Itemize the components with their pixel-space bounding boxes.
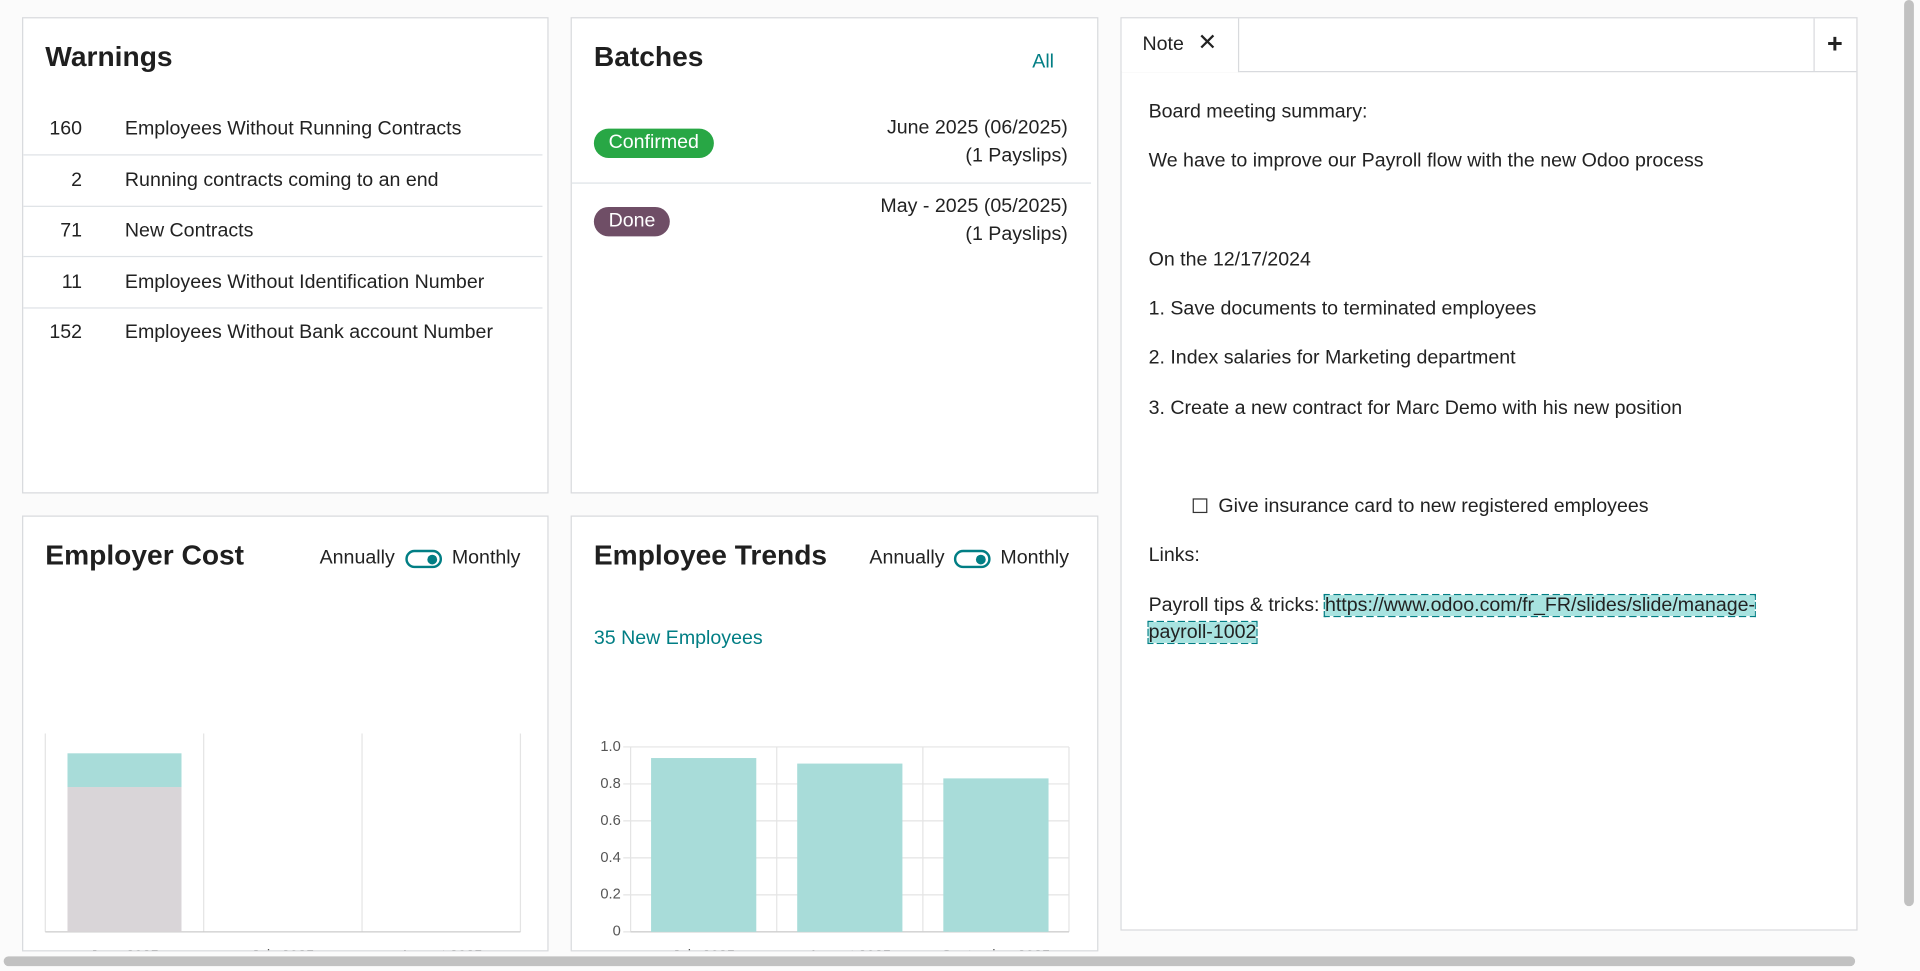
employee-trends-card: Employee Trends Annually Monthly 35 New … [570, 515, 1099, 952]
status-badge: Confirmed [593, 128, 714, 158]
note-line: Board meeting summary: [1148, 101, 1368, 123]
card-title: Warnings [45, 40, 173, 73]
chart: June 2025 July 2025 August 2025 [44, 733, 522, 951]
warning-count: 2 [71, 169, 83, 191]
summary[interactable]: 35 New Employees [593, 628, 763, 649]
links-label: Links: [1148, 544, 1200, 566]
toggle-switch[interactable] [405, 549, 443, 569]
x-tick-label: August 2025 [400, 948, 482, 951]
all-link[interactable]: All [1032, 51, 1055, 73]
toggle-annually[interactable]: Annually [869, 547, 945, 569]
bar [651, 758, 757, 932]
x-tick-label: September 2025 [942, 948, 1051, 951]
batch-name: May - 2025 (05/2025) [880, 195, 1068, 217]
y-tick-label: 1.0 [600, 739, 620, 755]
batch-payslips: (1 Payslips) [965, 224, 1068, 245]
separator [23, 154, 543, 156]
add-tab[interactable]: + [1826, 28, 1843, 59]
y-tick-label: 0.8 [600, 776, 620, 792]
link-paragraph: Payroll tips & tricks: https://www.odoo.… [1147, 593, 1761, 647]
link-prefix: Payroll tips & tricks: [1148, 595, 1320, 616]
batches-card: Batches All Confirmed June 2025 (06/2025)… [570, 17, 1099, 494]
toggle-monthly[interactable]: Monthly [1000, 547, 1070, 569]
warning-count: 11 [61, 271, 83, 293]
batch-payslips: (1 Payslips) [965, 145, 1068, 167]
batch-name: June 2025 (06/2025) [886, 117, 1068, 139]
note-tab[interactable]: Note ✕ [1121, 18, 1240, 73]
tab-bar [1121, 71, 1857, 73]
chart-title: Employee Trends [593, 538, 828, 571]
bar-segment [67, 787, 182, 932]
note-line: 3. Create a new contract for Marc Demo w… [1148, 397, 1683, 419]
warnings-card: Warnings 160 Employees Without Running Co… [22, 17, 549, 494]
x-tick-label: July 2025 [672, 948, 735, 951]
bar-segment [67, 753, 182, 788]
note-card: Note ✕ + Board meeting summary: We have t… [1120, 17, 1858, 931]
note-line: 1. Save documents to terminated employee… [1148, 298, 1537, 320]
warning-label: New Contracts [124, 220, 254, 242]
x-tick-label: August 2025 [809, 948, 891, 951]
y-tick-label: 0.2 [600, 887, 620, 903]
separator [23, 255, 543, 258]
note-line: 2. Index salaries for Marketing departme… [1148, 347, 1516, 369]
warning-count: 160 [49, 118, 83, 140]
x-tick-label: July 2025 [251, 948, 314, 951]
status-badge: Done [593, 206, 671, 237]
v-scrollbar[interactable] [1904, 0, 1914, 907]
x-tick-label: June 2025 [90, 948, 159, 951]
warning-count: 71 [60, 220, 83, 242]
separator [23, 205, 543, 207]
toggle-monthly[interactable]: Monthly [451, 547, 521, 569]
chart-title: Employer Cost [45, 538, 245, 571]
toggle-annually[interactable]: Annually [319, 547, 395, 569]
note-line: We have to improve our Payroll flow with… [1148, 150, 1704, 172]
card-title: Batches [593, 40, 704, 73]
bar [943, 778, 1049, 932]
h-scrollbar[interactable] [3, 956, 1856, 967]
note-line: On the 12/17/2024 [1148, 249, 1311, 271]
warning-count: 152 [49, 322, 83, 343]
employer-cost-card: Employer Cost Annually Monthly June 2025… [22, 515, 549, 952]
warning-label: Employees Without Identification Number [124, 271, 485, 293]
checkbox[interactable] [1192, 498, 1208, 514]
separator [571, 182, 1092, 184]
bar [797, 763, 903, 932]
warning-label: Running contracts coming to an end [124, 169, 439, 191]
y-tick-label: 0.6 [600, 813, 620, 829]
warning-label: Employees Without Bank account Number [124, 322, 493, 343]
y-tick-label: 0.4 [600, 850, 620, 866]
warning-label: Employees Without Running Contracts [124, 118, 462, 140]
chart: 0 0.2 0.4 0.6 0.8 1.0 July 2025 August 2025 Sept… [600, 739, 1070, 951]
tab-label: Note [1142, 34, 1184, 56]
close-icon[interactable]: ✕ [1197, 30, 1218, 57]
y-tick-label: 0 [613, 924, 621, 940]
divider [1813, 18, 1815, 72]
separator [23, 306, 543, 308]
toggle-switch[interactable] [953, 549, 991, 569]
checklist-item: Give insurance card to new registered em… [1218, 495, 1649, 517]
